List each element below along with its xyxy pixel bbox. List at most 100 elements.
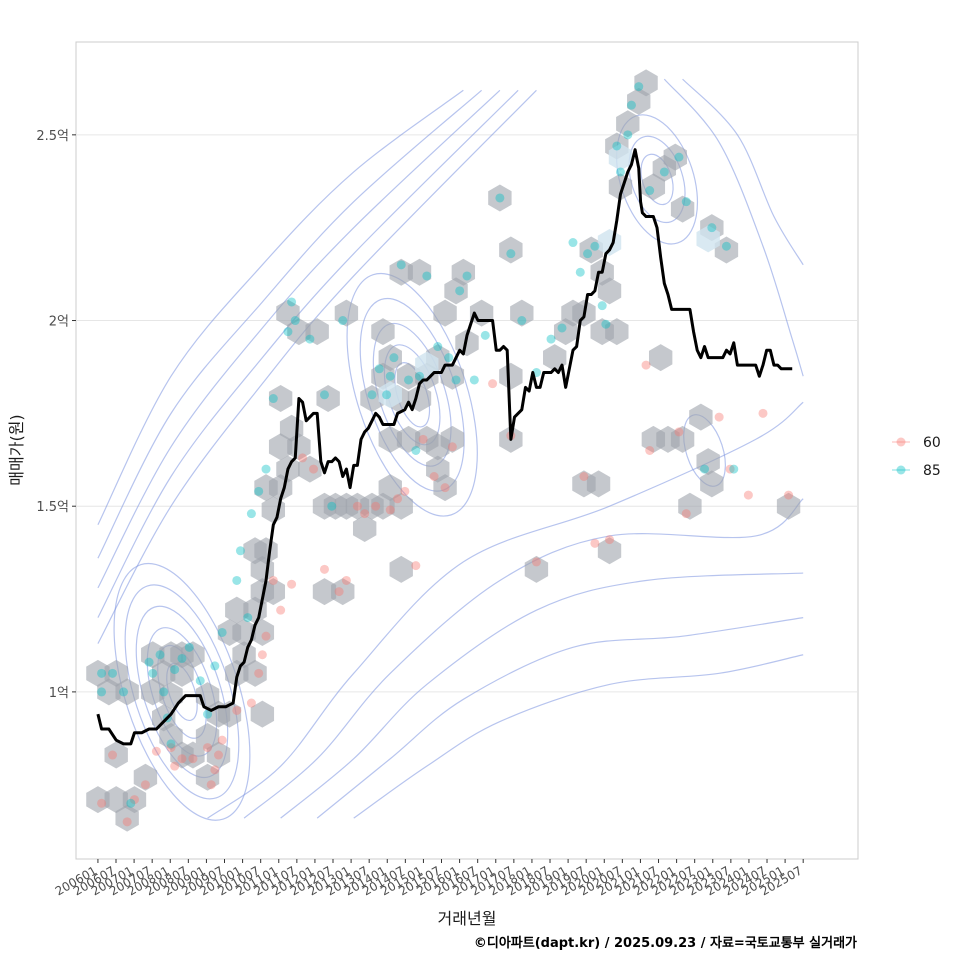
point-60 <box>645 446 655 455</box>
hexbin-cell <box>389 492 413 520</box>
point-60 <box>352 501 362 511</box>
hexbin-cell <box>334 299 359 327</box>
hexbin-cell-light <box>608 143 633 171</box>
hexbin-cell <box>451 258 476 286</box>
point-85 <box>243 613 253 623</box>
point-60 <box>334 587 344 597</box>
hexbin-cell <box>499 236 523 264</box>
hexbin-cell <box>268 385 293 413</box>
hexbin-cell <box>243 659 267 687</box>
point-85 <box>177 653 187 663</box>
contour-line <box>280 572 804 819</box>
hexbin-cell <box>225 596 249 624</box>
point-60 <box>341 575 351 585</box>
point-60 <box>641 360 651 370</box>
hexbin-cell <box>543 344 567 372</box>
hexbin-cell <box>524 555 549 583</box>
point-60 <box>177 754 187 764</box>
legend: 60 85 <box>892 435 941 479</box>
hexbin-cell <box>195 763 220 791</box>
point-85 <box>184 642 194 652</box>
point-85 <box>422 271 432 281</box>
point-85 <box>721 241 731 251</box>
point-85 <box>305 334 315 344</box>
legend-item-60[interactable]: 60 <box>892 435 941 451</box>
plot-background <box>75 41 859 860</box>
hexbin-cell <box>250 618 275 646</box>
point-85 <box>674 152 684 162</box>
point-85 <box>396 260 406 270</box>
point-60 <box>140 780 150 790</box>
trend-line-layer <box>96 148 793 746</box>
hexbin-cell <box>396 425 421 453</box>
point-60 <box>261 631 271 641</box>
hexbin-cell <box>407 258 432 286</box>
point-60 <box>725 464 735 474</box>
point-85 <box>659 167 669 177</box>
hexbin-cell <box>104 659 128 687</box>
point-60 <box>214 750 224 760</box>
point-85 <box>411 446 421 455</box>
hexbin-cell <box>170 659 194 687</box>
point-85 <box>382 390 392 400</box>
y-axis-ticks: 1억 1.5억 2억 2.5억 <box>36 129 76 701</box>
point-60 <box>232 705 242 715</box>
point-85 <box>583 249 593 259</box>
point-85 <box>404 375 414 385</box>
hexbin-cell <box>268 433 293 461</box>
point-60 <box>268 575 278 585</box>
point-85 <box>367 390 377 400</box>
hexbin-cell <box>378 344 402 372</box>
y-axis-title: 매매가(원) <box>7 414 26 485</box>
point-85 <box>195 676 205 686</box>
point-85 <box>290 316 300 326</box>
point-60 <box>166 743 176 753</box>
hexbin-cell <box>696 448 720 476</box>
point-85 <box>517 316 527 326</box>
hexbin-cell <box>499 362 523 390</box>
hexbin-cell <box>206 741 231 769</box>
hexbin-cell <box>86 659 110 687</box>
hexbin-cell <box>605 318 629 346</box>
hexbin-cell <box>181 741 205 769</box>
hexbin-cell <box>360 385 384 413</box>
point-60 <box>418 434 428 444</box>
hexbin-cell <box>579 236 603 264</box>
x-axis-ticks: 2006012006072007012007072008012008072009… <box>53 859 805 899</box>
point-60 <box>203 743 213 753</box>
point-85 <box>623 130 633 140</box>
hexbin-cell <box>276 299 300 327</box>
hexbin-cell <box>122 786 147 814</box>
point-85 <box>601 319 611 329</box>
point-85 <box>700 464 710 474</box>
point-85 <box>119 687 129 697</box>
contour-line <box>682 78 804 266</box>
point-85 <box>433 342 443 352</box>
legend-item-85[interactable]: 85 <box>892 463 941 479</box>
point-85 <box>389 353 399 363</box>
hexbin-cell <box>331 578 355 606</box>
point-85 <box>246 509 256 519</box>
point-85 <box>159 687 169 697</box>
hexbin-cell <box>287 318 311 346</box>
point-85 <box>455 286 465 296</box>
point-85 <box>729 464 739 474</box>
point-60 <box>590 538 600 548</box>
point-60 <box>579 471 589 481</box>
hexbin-cell <box>312 578 337 606</box>
hexbin-cell <box>597 537 622 565</box>
hexbin-cell <box>700 470 724 498</box>
point-85 <box>155 650 165 660</box>
point-85 <box>170 665 180 675</box>
hexbin-cell <box>378 425 402 453</box>
point-60 <box>447 442 457 452</box>
point-85 <box>495 193 505 203</box>
point-85 <box>575 267 585 277</box>
point-60 <box>440 483 450 493</box>
point-60 <box>254 668 264 678</box>
point-60 <box>206 780 216 790</box>
point-85 <box>97 668 107 678</box>
point-85 <box>707 223 717 233</box>
contour-line <box>353 654 804 819</box>
point-85 <box>166 739 176 749</box>
